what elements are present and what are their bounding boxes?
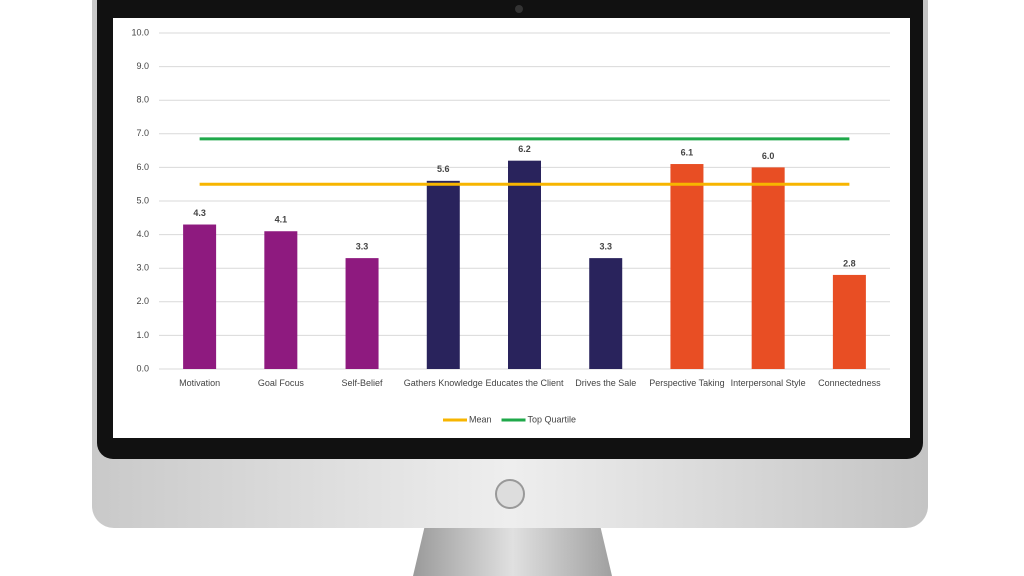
y-tick-label: 4.0 [136,229,149,239]
y-tick-label: 2.0 [136,296,149,306]
x-tick-label: Perspective Taking [649,378,725,388]
value-label: 3.3 [356,241,369,251]
bar [345,258,379,369]
value-label: 2.8 [843,258,856,268]
legend-label: Top Quartile [528,414,577,424]
bar [426,180,460,369]
bar [670,164,704,369]
bar [589,258,623,369]
value-label: 6.0 [762,151,775,161]
x-tick-label: Gathers Knowledge [403,378,483,388]
value-label: 4.3 [193,208,206,218]
bar [508,160,541,369]
camera [515,5,523,13]
plot: 0.0 1.0 2.0 3.0 4.0 5.0 6.0 7.0 8.0 9.0 10.0 4.3 4.1… [131,27,890,424]
x-tick-label: Interpersonal Style [730,378,806,388]
bar [751,167,785,369]
value-label: 6.2 [518,144,531,154]
y-tick-label: 3.0 [136,263,149,273]
y-tick-label: 7.0 [136,128,149,138]
power-button [495,479,525,509]
x-tick-label: Motivation [179,378,221,388]
y-tick-label: 5.0 [136,195,149,205]
y-tick-label: 10.0 [131,27,149,37]
monitor-stand [413,525,612,576]
legend-label: Mean [469,414,492,424]
x-tick-label: Connectedness [818,378,881,388]
value-label: 6.1 [681,147,694,157]
y-tick-label: 9.0 [136,61,149,71]
y-tick-label: 1.0 [136,330,149,340]
x-tick-label: Goal Focus [257,378,304,388]
y-tick-label: 6.0 [136,162,149,172]
y-tick-label: 8.0 [136,95,149,105]
bar [832,274,866,369]
y-tick-label: 0.0 [136,363,149,373]
x-tick-label: Educates the Client [485,378,564,388]
value-label: 4.1 [275,215,288,225]
bar [183,224,217,369]
bar [264,231,298,369]
x-tick-label: Self-Belief [341,378,383,388]
value-label: 3.3 [599,241,612,251]
value-label: 5.6 [437,164,450,174]
x-tick-label: Drives the Sale [575,378,637,388]
